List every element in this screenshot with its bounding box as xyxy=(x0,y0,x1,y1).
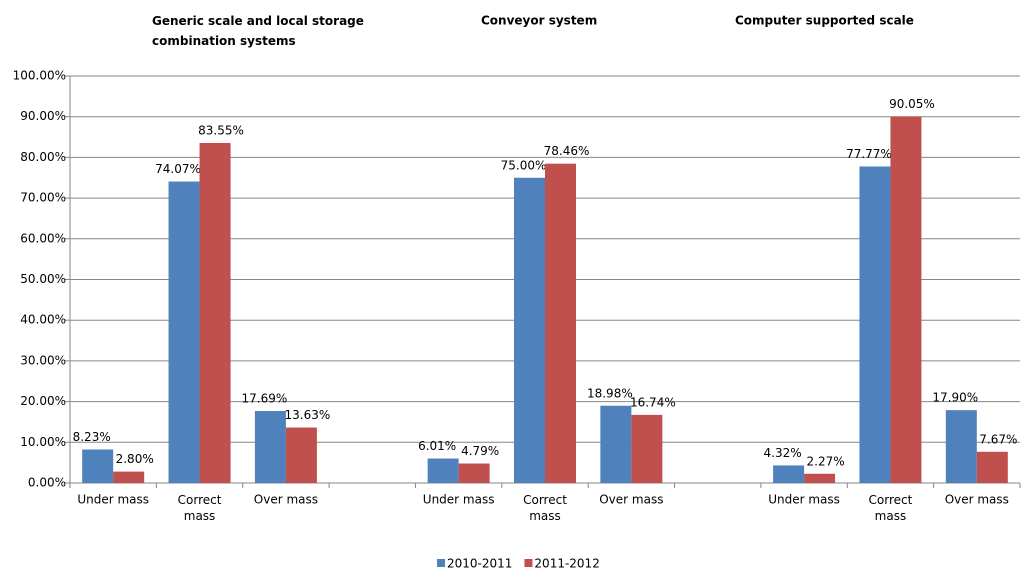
bar xyxy=(254,411,286,483)
bar xyxy=(976,451,1008,483)
y-tick-label: 40.00% xyxy=(20,313,66,327)
legend-swatch xyxy=(524,559,533,567)
data-label: 74.07% xyxy=(155,162,201,176)
bar xyxy=(804,473,836,483)
x-tick-label: Under mass xyxy=(77,493,149,507)
data-label: 8.23% xyxy=(73,430,111,444)
text-line: combination systems xyxy=(152,34,296,48)
bar xyxy=(82,449,114,483)
bar xyxy=(600,405,632,483)
y-tick-label: 10.00% xyxy=(20,435,66,449)
data-label: 83.55% xyxy=(198,123,244,137)
group-title: Generic scale and local storage combinati… xyxy=(152,14,364,48)
data-label: 4.32% xyxy=(764,446,802,460)
data-label: 77.77% xyxy=(846,147,892,161)
y-tick-label: 0.00% xyxy=(28,476,66,490)
bar xyxy=(199,142,231,483)
y-tick-label: 90.00% xyxy=(20,109,66,123)
x-tick-label: Correct mass xyxy=(178,493,222,523)
data-label: 78.46% xyxy=(544,144,590,158)
data-label: 75.00% xyxy=(501,158,547,172)
bar xyxy=(285,427,317,483)
bar xyxy=(168,181,200,483)
text-line: mass xyxy=(529,509,561,523)
data-label: 13.63% xyxy=(285,408,331,422)
text-line: mass xyxy=(875,509,907,523)
data-label: 4.79% xyxy=(461,444,499,458)
y-tick-label: 20.00% xyxy=(20,394,66,408)
x-tick-label: Correct mass xyxy=(523,493,567,523)
legend: 2010-2011 2011-2012 xyxy=(437,557,600,571)
data-label: 2.27% xyxy=(807,454,845,468)
y-tick-label: 60.00% xyxy=(20,231,66,245)
data-label: 6.01% xyxy=(418,439,456,453)
data-label: 90.05% xyxy=(889,97,935,111)
bar xyxy=(890,116,922,484)
legend-label: 2010-2011 xyxy=(447,557,512,571)
x-tick-label: Under mass xyxy=(423,493,495,507)
x-tick-label: Over mass xyxy=(599,493,663,507)
bar xyxy=(113,471,145,483)
y-tick-label: 80.00% xyxy=(20,150,66,164)
legend-label: 2011-2012 xyxy=(534,557,599,571)
bar xyxy=(859,166,891,483)
bar xyxy=(427,458,459,483)
data-label: 7.67% xyxy=(979,432,1017,446)
x-tick-label: Correct mass xyxy=(869,493,913,523)
bar xyxy=(631,414,663,483)
bar xyxy=(945,410,977,483)
legend-swatch xyxy=(437,559,445,567)
bar xyxy=(458,463,490,483)
group-title: Conveyor system xyxy=(481,14,597,28)
text-line: Correct xyxy=(869,493,913,507)
bar xyxy=(545,163,576,484)
text-line: mass xyxy=(184,509,216,523)
data-label: 2.80% xyxy=(116,452,154,466)
y-tick-label: 30.00% xyxy=(20,353,66,367)
bar xyxy=(514,177,545,483)
group-title: Computer supported scale xyxy=(735,14,914,28)
data-label: 16.74% xyxy=(630,395,676,409)
x-tick-label: Over mass xyxy=(945,493,1009,507)
y-tick-label: 50.00% xyxy=(20,272,66,286)
x-tick-label: Under mass xyxy=(768,493,840,507)
x-tick-label: Over mass xyxy=(254,493,318,507)
text-line: Correct xyxy=(523,493,567,507)
bar xyxy=(773,465,805,483)
data-label: 17.69% xyxy=(242,392,288,406)
text-line: Generic scale and local storage xyxy=(152,14,364,28)
y-tick-label: 100.00% xyxy=(13,69,66,83)
text-line: Correct xyxy=(178,493,222,507)
data-label: 18.98% xyxy=(587,386,633,400)
data-label: 17.90% xyxy=(932,391,978,405)
y-tick-label: 70.00% xyxy=(20,191,66,205)
